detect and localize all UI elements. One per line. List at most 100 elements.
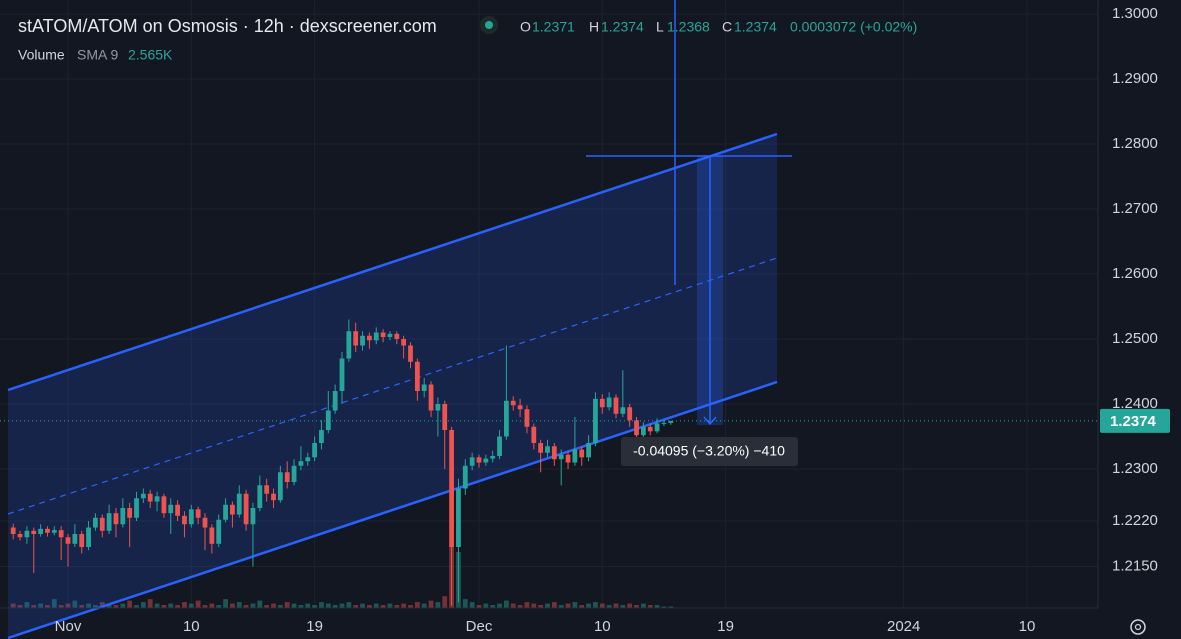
y-tick-label: 1.2900 bbox=[1112, 70, 1158, 87]
volume-bar bbox=[606, 605, 612, 608]
candle-body bbox=[620, 407, 626, 414]
candle-body bbox=[476, 457, 482, 463]
volume-bar bbox=[175, 605, 181, 608]
candle-body bbox=[579, 449, 585, 458]
candle-body bbox=[305, 457, 311, 462]
candle-body bbox=[298, 461, 304, 466]
candle-body bbox=[188, 509, 194, 525]
volume-bar bbox=[421, 603, 427, 608]
candle-body bbox=[209, 527, 215, 544]
candle-body bbox=[24, 530, 30, 538]
candle-body bbox=[182, 515, 187, 525]
candles bbox=[10, 319, 674, 606]
ohlc-label: O bbox=[520, 19, 531, 35]
measure-arrowhead bbox=[703, 416, 717, 426]
candle-body bbox=[120, 508, 126, 525]
y-tick-label: 1.2300 bbox=[1112, 460, 1158, 477]
volume-bar bbox=[72, 600, 78, 608]
volume-bar bbox=[58, 605, 64, 608]
candle-body bbox=[113, 513, 119, 525]
volume-bar bbox=[113, 605, 119, 608]
settings-icon[interactable] bbox=[1130, 619, 1146, 635]
candle-body bbox=[654, 423, 660, 432]
volume-bar bbox=[134, 605, 139, 608]
volume-bar bbox=[31, 605, 37, 608]
candle-body bbox=[360, 335, 365, 346]
ohlc-label: L bbox=[656, 19, 664, 35]
volume-bar bbox=[510, 603, 516, 608]
volume-bar bbox=[291, 603, 297, 608]
candle-body bbox=[401, 339, 407, 346]
y-tick-label: 1.2800 bbox=[1112, 135, 1158, 152]
volume-bar bbox=[332, 605, 338, 608]
candle-body bbox=[640, 426, 646, 436]
settings-gear[interactable] bbox=[1130, 619, 1146, 635]
candle-body bbox=[277, 472, 283, 501]
candle-body bbox=[551, 446, 557, 460]
x-tick-label: 10 bbox=[594, 618, 611, 635]
volume-bar bbox=[373, 603, 379, 608]
candle-body bbox=[127, 508, 133, 518]
candle-body bbox=[421, 384, 427, 392]
volume-bar bbox=[647, 605, 653, 608]
volume-bar bbox=[545, 603, 550, 608]
volume-bar bbox=[86, 603, 91, 608]
axes: 1.3000 1.2900 1.2800 1.2700 1.2600 1.2500 1.24… bbox=[55, 5, 1170, 635]
candle-body bbox=[510, 400, 516, 406]
candle-body bbox=[394, 333, 400, 340]
volume-bar bbox=[599, 603, 605, 608]
candle-body bbox=[175, 504, 181, 516]
candle-body bbox=[408, 345, 413, 362]
volume-bar bbox=[154, 603, 160, 608]
volume-bar bbox=[277, 605, 283, 608]
candle-body bbox=[140, 493, 146, 499]
volume-bar bbox=[476, 605, 482, 608]
volume-bar bbox=[264, 605, 270, 608]
candle-body bbox=[51, 530, 57, 533]
volume-bar bbox=[236, 602, 242, 608]
volume-bar bbox=[45, 605, 50, 608]
channel-middle bbox=[7, 257, 778, 515]
candle-body bbox=[613, 397, 619, 414]
volume-bar bbox=[195, 600, 201, 608]
candle-body bbox=[65, 537, 71, 544]
measure-label-box bbox=[621, 437, 798, 466]
volume-bar bbox=[428, 600, 434, 608]
y-tick-label: 1.2400 bbox=[1112, 395, 1158, 412]
candle-body bbox=[545, 446, 550, 453]
x-tick-label: 10 bbox=[183, 618, 200, 635]
candle-body bbox=[45, 528, 50, 533]
candle-body bbox=[606, 397, 612, 408]
volume-bar bbox=[65, 603, 71, 608]
volume-bar bbox=[627, 603, 633, 608]
volume-bar bbox=[298, 605, 304, 608]
volume-bar bbox=[346, 602, 352, 608]
ohlc-value: 1.2374 bbox=[734, 19, 777, 35]
volume-bar bbox=[99, 602, 105, 608]
x-tick-label: 19 bbox=[717, 618, 734, 635]
volume-bar bbox=[284, 602, 290, 608]
volume-bar bbox=[517, 605, 523, 608]
settings-gear-center[interactable] bbox=[1134, 623, 1142, 631]
volume-bar bbox=[353, 605, 359, 608]
candle-body bbox=[79, 534, 85, 548]
volume-bar bbox=[593, 602, 598, 608]
volume-bar bbox=[168, 603, 174, 608]
volume-bar bbox=[401, 603, 407, 608]
candle-body bbox=[428, 384, 434, 411]
candle-body bbox=[586, 443, 591, 458]
last-price-label: 1.2374 bbox=[1110, 413, 1157, 430]
volume-bar bbox=[106, 603, 112, 608]
candle-body bbox=[230, 504, 235, 515]
candle-body bbox=[380, 332, 386, 338]
candle-body bbox=[264, 485, 270, 494]
volume-bar bbox=[497, 603, 502, 608]
volume-bar bbox=[551, 602, 557, 608]
volume-bar bbox=[319, 602, 324, 608]
volume-bar bbox=[469, 602, 475, 608]
candle-body bbox=[661, 422, 667, 424]
y-tick-label: 1.2600 bbox=[1112, 265, 1158, 282]
volume-bar bbox=[634, 605, 639, 608]
